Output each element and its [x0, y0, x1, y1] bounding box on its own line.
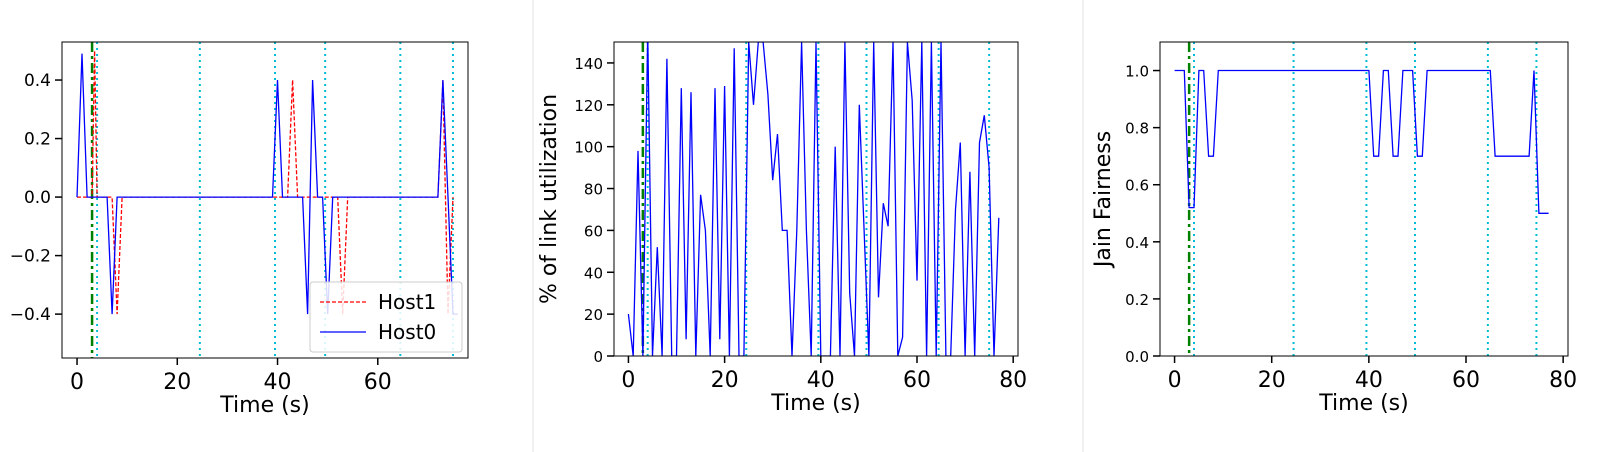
series-line-host1 [77, 50, 454, 315]
x-tick-label: 0 [621, 368, 635, 393]
x-tick-label: 20 [163, 370, 191, 395]
y-axis-title: Jain Fairness [1091, 131, 1116, 269]
y-tick-label: 0.2 [1125, 291, 1149, 309]
y-tick-label: 0 [593, 348, 603, 366]
y-tick-label: 0.0 [1125, 348, 1149, 366]
x-tick-label: 0 [70, 370, 84, 395]
y-tick-label: 140 [574, 55, 603, 73]
x-axis-title: Time (s) [1318, 391, 1408, 416]
x-tick-label: 0 [1168, 368, 1182, 393]
legend-label: Host1 [378, 290, 436, 314]
series-line-data [1174, 69, 1549, 214]
y-tick-label: 120 [574, 97, 603, 115]
y-tick-label: 0.6 [1125, 177, 1149, 195]
y-tick-label: −0.2 [10, 247, 51, 267]
plot-frame [61, 41, 469, 359]
x-tick-label: 20 [1258, 368, 1286, 393]
y-tick-label: −0.4 [10, 305, 51, 325]
x-tick-label: 40 [807, 368, 835, 393]
x-axis-title: Time (s) [219, 393, 309, 418]
x-tick-label: 40 [1355, 368, 1383, 393]
plot-frame [1159, 41, 1569, 357]
y-axis-title: % of link utilization [537, 94, 562, 304]
legend-label: Host0 [378, 320, 436, 344]
y-tick-label: 60 [584, 222, 603, 240]
legend: Host1 Host0 [309, 281, 463, 353]
plot-area [76, 42, 458, 358]
x-axis-title: Time (s) [770, 391, 860, 416]
y-tick-label: 1.0 [1125, 63, 1149, 81]
y-tick-label: 100 [574, 139, 603, 157]
series-line-data [627, 42, 1000, 356]
x-tick-label: 60 [903, 368, 931, 393]
x-tick-label: 80 [999, 368, 1027, 393]
x-tick-label: 60 [1452, 368, 1480, 393]
y-tick-label: 0.4 [1125, 234, 1149, 252]
plot-area [627, 42, 1000, 356]
plot-frame [613, 41, 1019, 357]
x-tick-label: 80 [1549, 368, 1577, 393]
x-tick-label: 20 [711, 368, 739, 393]
series-line-host0 [76, 53, 458, 315]
y-tick-label: 0.8 [1125, 120, 1149, 138]
y-tick-label: 0.2 [24, 130, 51, 150]
y-tick-label: 0.0 [24, 188, 51, 208]
y-tick-label: 80 [584, 181, 603, 199]
y-tick-label: 20 [584, 306, 603, 324]
y-tick-label: 0.4 [24, 71, 51, 91]
x-tick-label: 40 [264, 370, 292, 395]
legend-box [309, 281, 463, 353]
chart-panel-2: 0 20 40 60 80 0 20 40 60 80 100 120 140 Time (s) % of … [537, 41, 1027, 416]
x-tick-label: 60 [364, 370, 392, 395]
plot-area [1174, 42, 1549, 356]
chart-panel-3: 0 20 40 60 80 0.0 0.2 0.4 0.6 0.8 1.0 Time (s) Jain … [1091, 41, 1577, 416]
y-tick-label: 40 [584, 264, 603, 282]
